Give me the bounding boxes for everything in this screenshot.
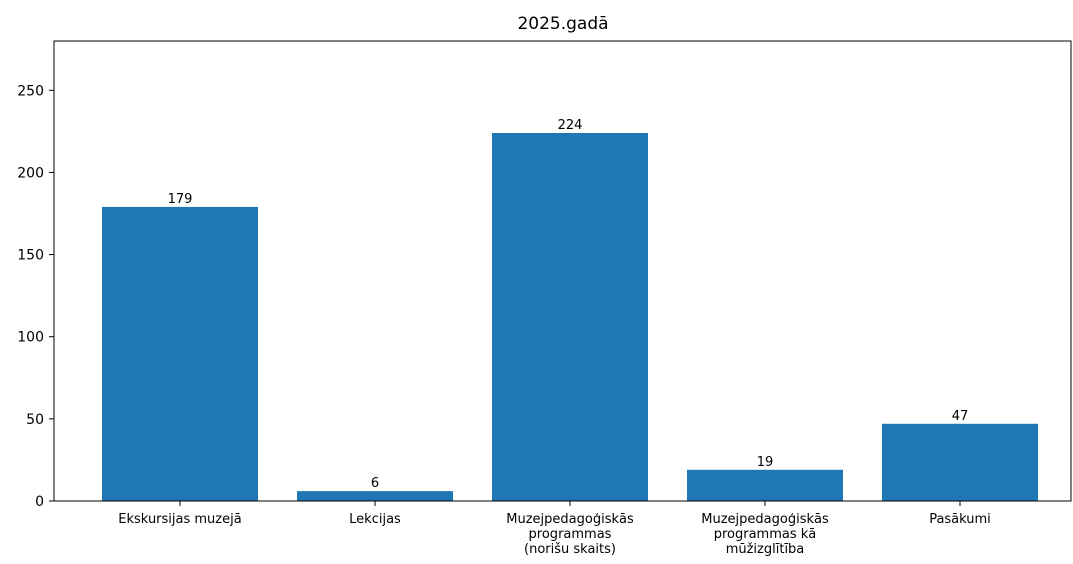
x-axis: Ekskursijas muzejā Lekcijas Muzejpedagoģis… — [118, 501, 991, 557]
bar-4 — [882, 423, 1038, 501]
y-tick-label-5: 250 — [17, 83, 44, 99]
x-category-label-2: Muzejpedagoģiskās programmas (norišu skait… — [506, 512, 634, 557]
bar-value-label-0: 179 — [168, 192, 193, 207]
bars-group — [102, 133, 1038, 501]
y-tick-label-0: 0 — [35, 494, 44, 510]
x-category-label-3: Muzejpedagoģiskās programmas kā mūžizglītī… — [701, 512, 829, 557]
y-axis: 0 50 100 150 200 250 — [17, 83, 54, 510]
bar-labels-group: 179 6 224 19 47 — [168, 118, 969, 491]
bar-value-label-1: 6 — [371, 476, 379, 491]
bar-value-label-3: 19 — [757, 455, 774, 470]
plot-frame — [53, 40, 1072, 502]
chart-title: 2025.gadā — [517, 14, 608, 34]
y-tick-label-2: 100 — [17, 330, 44, 346]
bar-2 — [492, 133, 648, 501]
x-category-label-1: Lekcijas — [349, 512, 401, 527]
bar-1 — [297, 491, 453, 501]
x-category-label-0: Ekskursijas muzejā — [118, 512, 241, 527]
y-tick-label-3: 150 — [17, 248, 44, 264]
y-tick-label-4: 200 — [17, 165, 44, 181]
bar-value-label-4: 47 — [952, 409, 969, 424]
bar-0 — [102, 206, 258, 501]
bar-3 — [687, 469, 843, 501]
bar-value-label-2: 224 — [558, 118, 583, 133]
x-category-label-4: Pasākumi — [929, 512, 991, 527]
y-tick-label-1: 50 — [26, 412, 44, 428]
